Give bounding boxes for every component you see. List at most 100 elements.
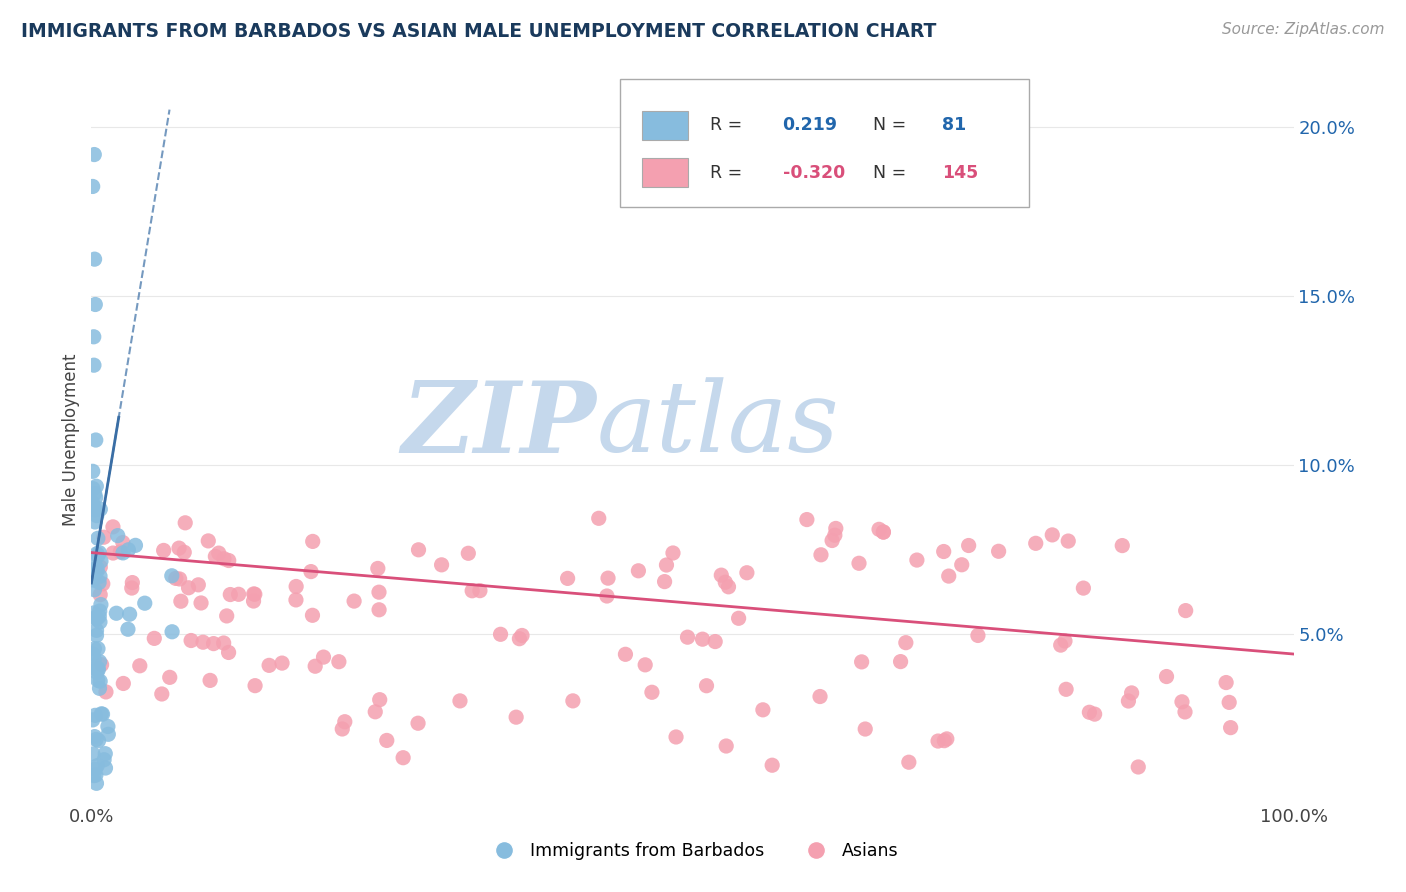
Point <box>128 658 150 673</box>
Point <box>83 486 105 500</box>
Point <box>121 581 143 595</box>
Point <box>1174 604 1197 618</box>
Point <box>83 769 105 783</box>
Point <box>299 565 322 579</box>
Point <box>204 549 226 564</box>
Point <box>935 731 957 746</box>
Point <box>160 624 183 639</box>
Point <box>368 692 391 706</box>
Point <box>118 607 141 622</box>
Point <box>89 674 111 689</box>
Point <box>392 750 415 764</box>
Point <box>243 679 266 693</box>
Point <box>86 565 108 579</box>
Point <box>124 538 146 552</box>
Point <box>212 636 235 650</box>
Point <box>86 547 108 561</box>
Point <box>84 732 107 747</box>
Text: N =: N = <box>873 163 905 181</box>
Point <box>1121 686 1143 700</box>
Point <box>134 596 156 610</box>
Point <box>190 596 212 610</box>
Point <box>662 546 685 560</box>
Point <box>1078 706 1101 720</box>
Point <box>90 706 112 721</box>
Point <box>1218 695 1240 709</box>
Point <box>714 575 737 590</box>
Point <box>824 528 846 542</box>
Point <box>165 571 187 585</box>
Point <box>84 762 107 776</box>
Point <box>87 662 110 676</box>
Point <box>457 546 479 560</box>
Point <box>242 594 264 608</box>
Point <box>87 575 110 590</box>
Point <box>596 589 619 603</box>
FancyBboxPatch shape <box>643 158 688 187</box>
Point <box>375 733 398 747</box>
Point <box>160 568 183 582</box>
Point <box>94 747 117 761</box>
Point <box>83 582 105 597</box>
Point <box>89 502 111 516</box>
Point <box>86 628 108 642</box>
Point <box>1084 707 1107 722</box>
Point <box>97 719 120 733</box>
Point <box>588 511 610 525</box>
Point <box>950 558 973 572</box>
Point <box>170 594 193 608</box>
Point <box>93 530 115 544</box>
Point <box>82 563 104 577</box>
Point <box>215 608 238 623</box>
Point <box>717 580 740 594</box>
Point <box>1057 534 1080 549</box>
Point <box>654 574 676 589</box>
Point <box>83 252 105 267</box>
Point <box>84 515 107 529</box>
Point <box>83 500 105 514</box>
Point <box>111 546 134 560</box>
Point <box>557 571 579 585</box>
Point <box>86 776 108 790</box>
Point <box>364 705 387 719</box>
Point <box>808 690 831 704</box>
Point <box>89 655 111 669</box>
Point <box>1073 581 1095 595</box>
Point <box>285 579 308 593</box>
Point <box>82 713 104 727</box>
Point <box>83 611 105 625</box>
Point <box>489 627 512 641</box>
Point <box>894 635 917 649</box>
Point <box>202 637 225 651</box>
Point <box>86 561 108 575</box>
Point <box>905 553 928 567</box>
Point <box>228 587 250 601</box>
Text: 0.219: 0.219 <box>783 116 838 135</box>
Point <box>83 652 105 666</box>
Point <box>86 665 108 680</box>
Point <box>83 553 105 567</box>
Point <box>101 546 124 560</box>
Point <box>932 544 955 558</box>
Point <box>430 558 453 572</box>
Point <box>727 611 749 625</box>
Text: 145: 145 <box>942 163 979 181</box>
Point <box>406 716 429 731</box>
Point <box>83 358 105 372</box>
Point <box>89 569 111 583</box>
Point <box>218 645 240 659</box>
Point <box>82 647 104 661</box>
Point <box>191 635 214 649</box>
Point <box>82 573 104 587</box>
Point <box>367 561 389 575</box>
Point <box>111 535 134 549</box>
Point <box>1118 694 1140 708</box>
Point <box>89 681 111 696</box>
Point <box>627 564 650 578</box>
Point <box>91 707 114 722</box>
Text: R =: R = <box>710 116 742 135</box>
Point <box>368 603 391 617</box>
Point <box>167 541 190 556</box>
Point <box>198 673 221 688</box>
Point <box>368 585 391 599</box>
